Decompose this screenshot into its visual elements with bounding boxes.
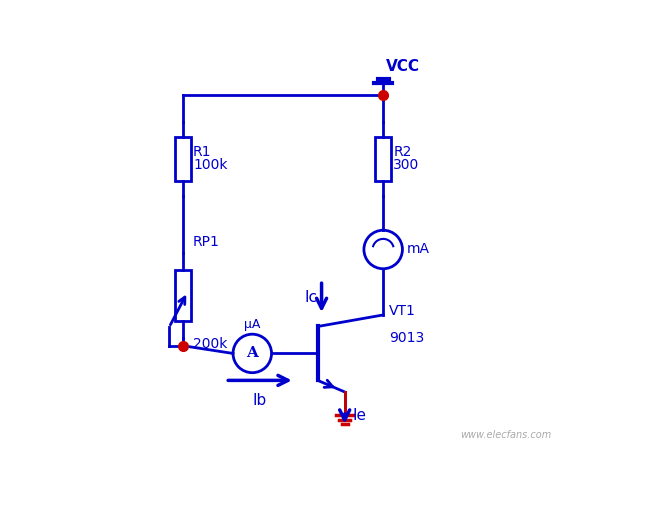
Text: μA: μA (244, 318, 261, 331)
Text: Ib: Ib (253, 393, 267, 408)
Text: RP1: RP1 (193, 235, 220, 249)
Text: A: A (246, 346, 258, 360)
Bar (176, 137, 190, 181)
Text: www.elecfans.com: www.elecfans.com (460, 430, 551, 441)
Text: 200k: 200k (193, 337, 227, 351)
Bar (176, 270, 190, 321)
Circle shape (233, 334, 272, 373)
Text: VCC: VCC (385, 59, 419, 74)
Text: 9013: 9013 (389, 331, 424, 345)
Text: mA: mA (407, 242, 430, 257)
Text: R1: R1 (193, 146, 211, 160)
Text: 300: 300 (393, 158, 419, 172)
Text: 100k: 100k (193, 158, 227, 172)
Text: R2: R2 (393, 146, 411, 160)
Text: Ic: Ic (305, 291, 318, 306)
Text: VT1: VT1 (389, 304, 416, 318)
Circle shape (364, 230, 402, 269)
Text: Ie: Ie (352, 408, 367, 422)
Bar (376, 137, 391, 181)
